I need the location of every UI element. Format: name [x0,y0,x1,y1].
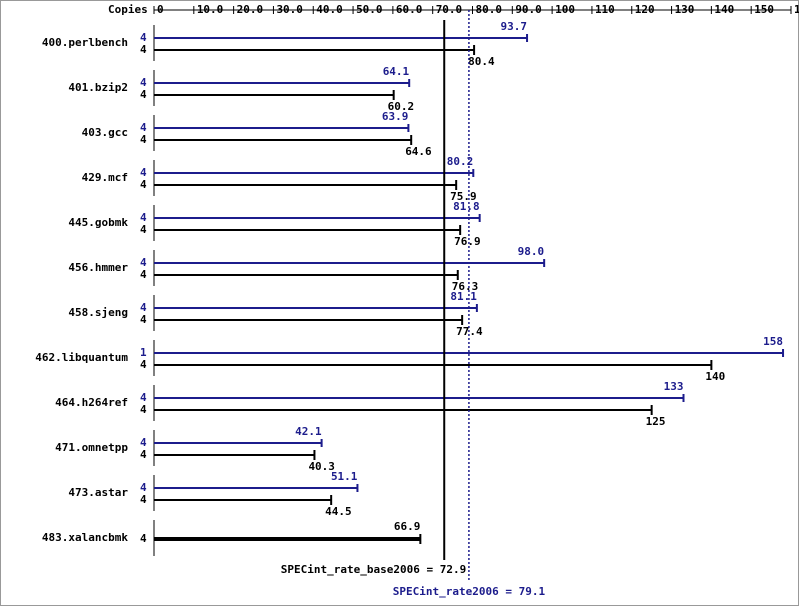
copies-label: 4 [140,403,147,416]
benchmark-name: 400.perlbench [42,36,128,49]
benchmark-name: 458.sjeng [68,306,128,319]
benchmark-name: 429.mcf [82,171,128,184]
benchmark-name: 403.gcc [82,126,128,139]
copies-label: 4 [140,268,147,281]
x-tick-label: 90.0 [515,3,542,16]
copies-label: 4 [140,448,147,461]
benchmark-name: 462.libquantum [35,351,128,364]
value-label: 80.4 [468,55,495,68]
value-label: 76.3 [452,280,479,293]
x-tick-label: 130 [675,3,695,16]
x-tick-label: 80.0 [476,3,503,16]
value-label: 93.7 [501,20,528,33]
score-label: SPECint_rate2006 = 79.1 [393,585,546,598]
value-label: 80.2 [447,155,474,168]
value-label: 42.1 [295,425,322,438]
copies-label: 4 [140,391,147,404]
copies-label: 4 [140,532,147,545]
value-label: 66.9 [394,520,421,533]
benchmark-name: 464.h264ref [55,396,128,409]
copies-label: 4 [140,313,147,326]
value-label: 133 [664,380,684,393]
x-tick-label: 150 [754,3,774,16]
value-label: 98.0 [518,245,545,258]
x-tick-label: 40.0 [316,3,343,16]
score-label: SPECint_rate_base2006 = 72.9 [281,563,466,576]
axis-label: Copies [108,3,148,16]
copies-label: 4 [140,76,147,89]
value-label: 64.6 [405,145,432,158]
value-label: 44.5 [325,505,352,518]
benchmark-name: 471.omnetpp [55,441,128,454]
x-tick-label: 10.0 [197,3,224,16]
value-label: 81.1 [450,290,477,303]
x-tick-label: 100 [555,3,575,16]
x-tick-label: 0 [157,3,164,16]
copies-label: 4 [140,166,147,179]
value-label: 125 [646,415,666,428]
value-label: 158 [763,335,783,348]
copies-label: 4 [140,223,147,236]
value-label: 75.9 [450,190,477,203]
copies-label: 4 [140,133,147,146]
copies-label: 4 [140,88,147,101]
value-label: 76.9 [454,235,481,248]
copies-label: 4 [140,121,147,134]
x-tick-label: 70.0 [436,3,463,16]
x-tick-label: 110 [595,3,615,16]
copies-label: 4 [140,43,147,56]
value-label: 40.3 [308,460,335,473]
x-tick-label: 50.0 [356,3,383,16]
copies-label: 4 [140,211,147,224]
benchmark-name: 483.xalancbmk [42,531,128,544]
value-label: 64.1 [383,65,410,78]
value-label: 63.9 [382,110,409,123]
benchmark-name: 445.gobmk [68,216,128,229]
benchmark-name: 456.hmmer [68,261,128,274]
copies-label: 4 [140,481,147,494]
copies-label: 4 [140,256,147,269]
value-label: 51.1 [331,470,358,483]
x-tick-label: 20.0 [237,3,264,16]
benchmark-name: 401.bzip2 [68,81,128,94]
value-label: 60.2 [388,100,415,113]
copies-label: 4 [140,493,147,506]
copies-label: 4 [140,436,147,449]
copies-label: 4 [140,301,147,314]
x-tick-label: 60.0 [396,3,423,16]
x-tick-label: 120 [635,3,655,16]
x-tick-label: 160 [794,3,799,16]
copies-label: 4 [140,31,147,44]
x-tick-label: 30.0 [276,3,303,16]
copies-label: 1 [140,346,147,359]
copies-label: 4 [140,358,147,371]
copies-label: 4 [140,178,147,191]
value-label: 81.8 [453,200,480,213]
value-label: 140 [705,370,725,383]
benchmark-name: 473.astar [68,486,128,499]
x-tick-label: 140 [714,3,734,16]
